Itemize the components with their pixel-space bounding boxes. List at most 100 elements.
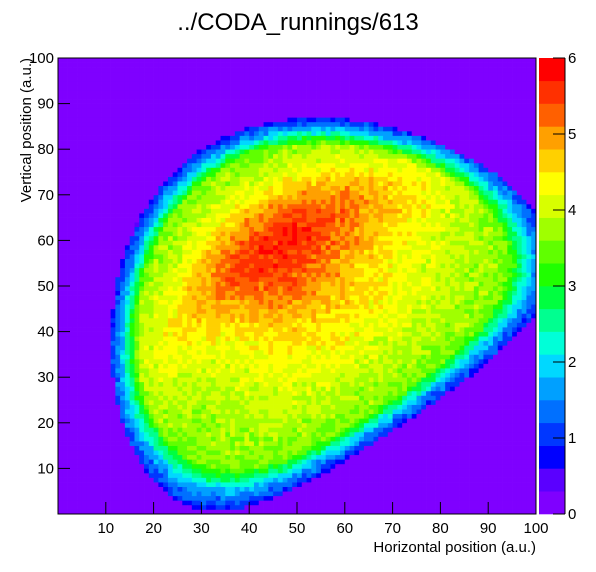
heatmap-cell — [81, 386, 88, 392]
heatmap-cell — [244, 345, 250, 351]
heatmap-cell — [187, 117, 193, 123]
heatmap-cell — [62, 126, 68, 132]
heatmap-cell — [77, 327, 83, 332]
heatmap-cell — [67, 463, 73, 469]
heatmap-cell — [167, 390, 174, 396]
heatmap-cell — [129, 153, 135, 159]
heatmap-cell — [86, 281, 92, 287]
heatmap-cell — [196, 263, 202, 269]
heatmap-cell — [177, 409, 183, 415]
heatmap-cell — [292, 377, 298, 383]
heatmap-cell — [282, 126, 288, 132]
heatmap-cell — [134, 459, 140, 465]
heatmap-cell — [91, 377, 97, 383]
heatmap-cell — [124, 203, 131, 209]
heatmap-cell — [67, 450, 73, 456]
heatmap-cell — [153, 85, 159, 91]
heatmap-cell — [196, 99, 202, 104]
heatmap-cell — [58, 281, 64, 287]
heatmap-cell — [91, 226, 97, 232]
heatmap-cell — [144, 400, 150, 405]
heatmap-cell — [220, 126, 226, 132]
heatmap-cell — [120, 427, 126, 433]
heatmap-cell — [58, 390, 64, 396]
heatmap-cell — [144, 76, 150, 82]
heatmap-cell — [239, 313, 245, 319]
heatmap-cell — [62, 103, 68, 109]
heatmap-cell — [172, 286, 178, 291]
heatmap-cell — [62, 304, 68, 310]
heatmap-cell — [158, 482, 164, 487]
heatmap-cell — [77, 272, 83, 278]
heatmap-cell — [101, 358, 107, 364]
heatmap-cell — [234, 295, 240, 301]
heatmap-cell — [172, 336, 178, 342]
heatmap-cell — [167, 158, 174, 164]
heatmap-cell — [62, 299, 68, 305]
heatmap-cell — [62, 130, 68, 136]
heatmap-cell — [239, 167, 245, 173]
heatmap-cell — [148, 263, 154, 269]
heatmap-cell — [201, 121, 207, 127]
heatmap-cell — [105, 158, 111, 164]
heatmap-cell — [101, 404, 107, 410]
heatmap-cell — [167, 185, 174, 191]
heatmap-cell — [134, 103, 140, 109]
heatmap-cell — [177, 272, 183, 278]
heatmap-cell — [96, 67, 102, 73]
heatmap-cell — [167, 445, 174, 451]
heatmap-cell — [167, 94, 174, 100]
heatmap-cell — [210, 336, 217, 342]
heatmap-cell — [187, 340, 193, 346]
heatmap-cell — [234, 290, 240, 296]
heatmap-cell — [263, 459, 269, 465]
heatmap-cell — [67, 85, 73, 91]
heatmap-cell — [120, 89, 126, 95]
heatmap-cell — [91, 267, 97, 273]
heatmap-cell — [268, 331, 274, 337]
heatmap-cell — [105, 381, 111, 387]
heatmap-cell — [158, 336, 164, 342]
heatmap-cell — [234, 89, 240, 95]
heatmap-cell — [182, 340, 188, 346]
heatmap-cell — [105, 140, 111, 145]
heatmap-cell — [230, 413, 236, 419]
heatmap-cell — [273, 450, 279, 456]
heatmap-cell — [244, 85, 250, 91]
heatmap-cell — [182, 304, 188, 310]
heatmap-cell — [249, 404, 255, 410]
heatmap-cell — [206, 322, 212, 328]
heatmap-cell — [86, 286, 92, 291]
heatmap-cell — [234, 67, 240, 73]
heatmap-cell — [153, 67, 159, 73]
heatmap-cell — [134, 172, 140, 177]
heatmap-cell — [249, 108, 255, 114]
heatmap-cell — [62, 317, 68, 323]
heatmap-cell — [167, 372, 174, 378]
heatmap-cell — [263, 117, 269, 123]
heatmap-cell — [287, 249, 293, 255]
heatmap-cell — [72, 62, 78, 68]
heatmap-cell — [144, 190, 150, 196]
heatmap-cell — [230, 491, 236, 497]
heatmap-cell — [206, 372, 212, 378]
heatmap-cell — [163, 322, 169, 328]
heatmap-cell — [277, 85, 284, 91]
heatmap-cell — [101, 363, 107, 369]
heatmap-cell — [201, 486, 207, 492]
heatmap-cell — [58, 213, 64, 218]
heatmap-cell — [91, 418, 97, 424]
heatmap-cell — [167, 162, 174, 168]
heatmap-cell — [277, 222, 284, 228]
heatmap-cell — [210, 249, 217, 255]
heatmap-cell — [91, 149, 97, 155]
heatmap-cell — [196, 258, 202, 264]
heatmap-cell — [91, 235, 97, 241]
heatmap-cell — [258, 130, 264, 136]
heatmap-cell — [67, 167, 73, 173]
heatmap-cell — [72, 463, 78, 469]
heatmap-cell — [105, 436, 111, 442]
heatmap-cell — [153, 413, 159, 419]
heatmap-cell — [134, 135, 140, 141]
